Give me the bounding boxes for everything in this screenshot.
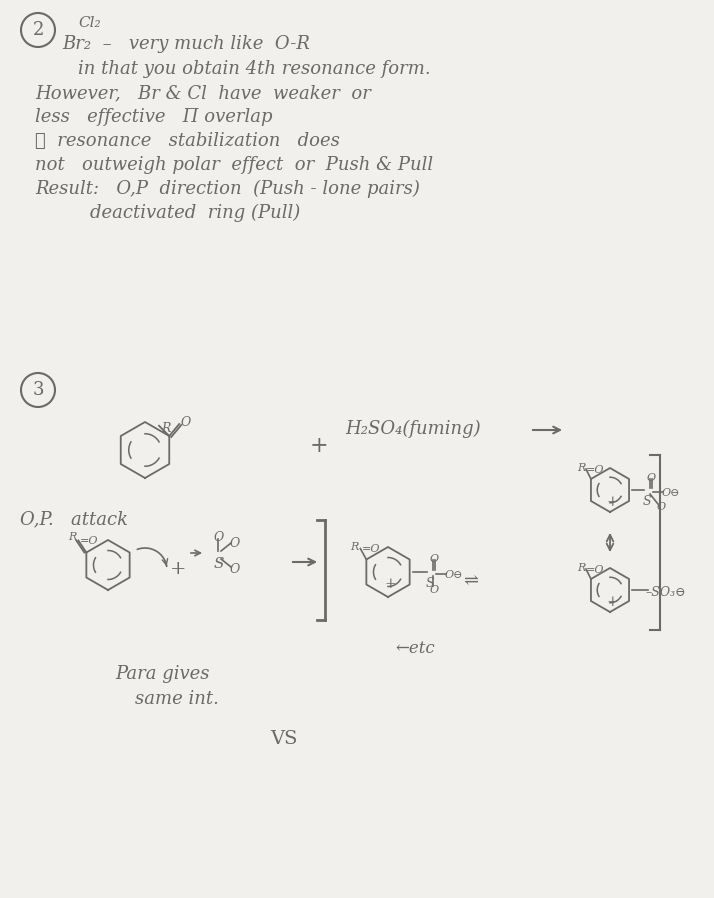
Text: S: S xyxy=(214,557,224,571)
Text: O⊖: O⊖ xyxy=(662,488,680,498)
Text: O: O xyxy=(430,554,439,564)
Text: R: R xyxy=(161,422,171,435)
Text: O: O xyxy=(647,473,656,483)
Text: However,   Br & Cl  have  weaker  or: However, Br & Cl have weaker or xyxy=(35,84,371,102)
Text: O: O xyxy=(230,563,240,576)
Text: in that you obtain 4th resonance form.: in that you obtain 4th resonance form. xyxy=(78,60,431,78)
Text: –SO₃⊖: –SO₃⊖ xyxy=(646,586,687,599)
Text: less   effective   Π overlap: less effective Π overlap xyxy=(35,108,273,126)
Text: S: S xyxy=(643,495,652,508)
Text: O: O xyxy=(214,531,224,544)
Text: +: + xyxy=(606,595,618,609)
Text: R: R xyxy=(69,533,76,542)
Text: O: O xyxy=(657,502,666,512)
Text: deactivated  ring (Pull): deactivated ring (Pull) xyxy=(90,204,301,222)
Text: O: O xyxy=(430,585,439,595)
Text: +: + xyxy=(606,495,618,509)
Text: not   outweigh polar  effect  or  Push & Pull: not outweigh polar effect or Push & Pull xyxy=(35,156,433,174)
Text: same int.: same int. xyxy=(135,690,219,708)
Text: R: R xyxy=(577,563,585,573)
Text: Result:   O,P  direction  (Push - lone pairs): Result: O,P direction (Push - lone pairs… xyxy=(35,180,420,198)
Text: =O: =O xyxy=(79,536,98,547)
Text: Cl₂: Cl₂ xyxy=(78,16,101,30)
Text: +: + xyxy=(310,435,328,457)
Text: O: O xyxy=(230,537,240,550)
Text: O⊖: O⊖ xyxy=(445,570,463,580)
Text: 3: 3 xyxy=(32,381,44,399)
Text: H₂SO₄(fuming): H₂SO₄(fuming) xyxy=(345,420,481,438)
Text: R: R xyxy=(577,463,585,473)
Text: Para gives: Para gives xyxy=(115,665,209,683)
Text: ←etc: ←etc xyxy=(395,640,435,657)
Text: +: + xyxy=(384,577,396,591)
Text: 2: 2 xyxy=(32,21,44,39)
Text: O,P.   attack: O,P. attack xyxy=(20,510,128,528)
Text: ⇌: ⇌ xyxy=(463,572,478,590)
Text: +: + xyxy=(170,560,186,578)
Text: VS: VS xyxy=(270,730,297,748)
Text: R: R xyxy=(351,542,358,552)
Text: =O: =O xyxy=(586,565,605,575)
Text: O: O xyxy=(180,416,191,429)
Text: Br₂  –   very much like  O-R: Br₂ – very much like O-R xyxy=(62,35,310,53)
Text: =O: =O xyxy=(586,465,605,475)
Text: ∴  resonance   stabilization   does: ∴ resonance stabilization does xyxy=(35,132,340,150)
Text: S: S xyxy=(426,577,435,590)
Text: =O: =O xyxy=(361,544,380,554)
